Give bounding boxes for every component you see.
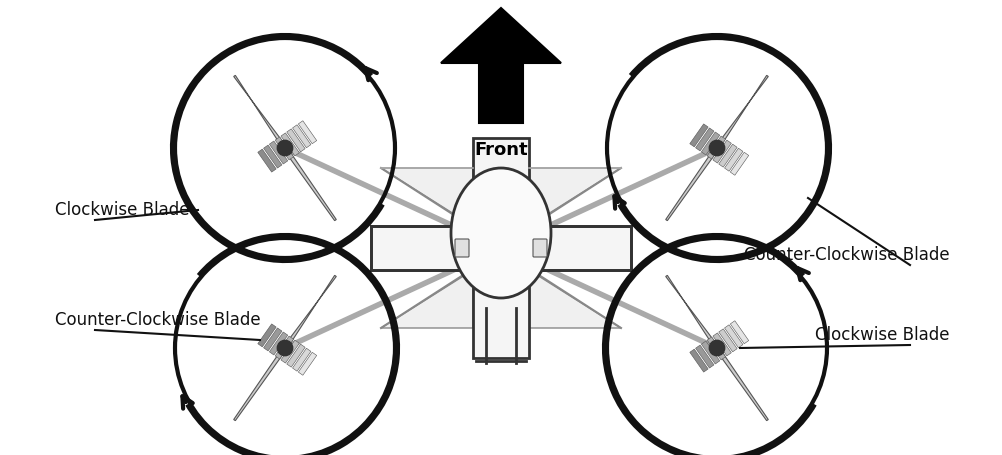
Text: Front: Front <box>474 141 528 159</box>
Polygon shape <box>701 132 719 155</box>
Circle shape <box>709 340 724 356</box>
Polygon shape <box>707 136 725 159</box>
Polygon shape <box>264 145 282 168</box>
Polygon shape <box>281 340 300 363</box>
Polygon shape <box>233 347 287 421</box>
Bar <box>371 226 631 270</box>
Polygon shape <box>718 144 737 167</box>
Polygon shape <box>270 332 288 355</box>
Circle shape <box>278 340 293 356</box>
Polygon shape <box>381 270 473 328</box>
Polygon shape <box>287 344 306 367</box>
Polygon shape <box>665 147 718 221</box>
Polygon shape <box>293 125 311 148</box>
Polygon shape <box>713 140 731 163</box>
Polygon shape <box>715 76 769 149</box>
Polygon shape <box>713 333 731 356</box>
Polygon shape <box>695 128 714 151</box>
Text: Counter-Clockwise Blade: Counter-Clockwise Blade <box>55 311 261 329</box>
Polygon shape <box>730 152 748 175</box>
Polygon shape <box>293 348 311 371</box>
Polygon shape <box>233 76 287 149</box>
Ellipse shape <box>451 168 551 298</box>
Polygon shape <box>441 8 561 123</box>
Polygon shape <box>529 270 621 328</box>
Polygon shape <box>299 352 317 375</box>
Polygon shape <box>724 148 742 171</box>
Polygon shape <box>381 168 473 226</box>
Polygon shape <box>276 137 294 160</box>
Polygon shape <box>701 341 719 364</box>
Text: Clockwise Blade: Clockwise Blade <box>816 326 950 344</box>
Bar <box>468 262 534 278</box>
Text: Counter-Clockwise Blade: Counter-Clockwise Blade <box>744 246 950 264</box>
FancyBboxPatch shape <box>533 239 547 257</box>
Circle shape <box>709 140 724 156</box>
Polygon shape <box>258 149 277 172</box>
Polygon shape <box>689 124 708 147</box>
Text: Clockwise Blade: Clockwise Blade <box>55 201 189 219</box>
Circle shape <box>278 140 293 156</box>
Polygon shape <box>258 324 277 347</box>
Polygon shape <box>287 129 306 152</box>
Polygon shape <box>284 275 337 349</box>
Bar <box>473 138 529 358</box>
Polygon shape <box>695 345 714 368</box>
Polygon shape <box>724 325 742 348</box>
Bar <box>468 218 534 234</box>
Polygon shape <box>264 328 282 351</box>
Polygon shape <box>276 336 294 359</box>
Polygon shape <box>689 349 708 372</box>
Polygon shape <box>299 121 317 144</box>
Polygon shape <box>718 329 737 352</box>
Polygon shape <box>284 147 337 221</box>
Polygon shape <box>270 141 288 164</box>
Polygon shape <box>715 347 769 421</box>
Polygon shape <box>665 275 718 349</box>
Polygon shape <box>707 337 725 360</box>
Polygon shape <box>529 168 621 226</box>
Polygon shape <box>281 133 300 156</box>
FancyBboxPatch shape <box>455 239 469 257</box>
Polygon shape <box>730 321 748 344</box>
